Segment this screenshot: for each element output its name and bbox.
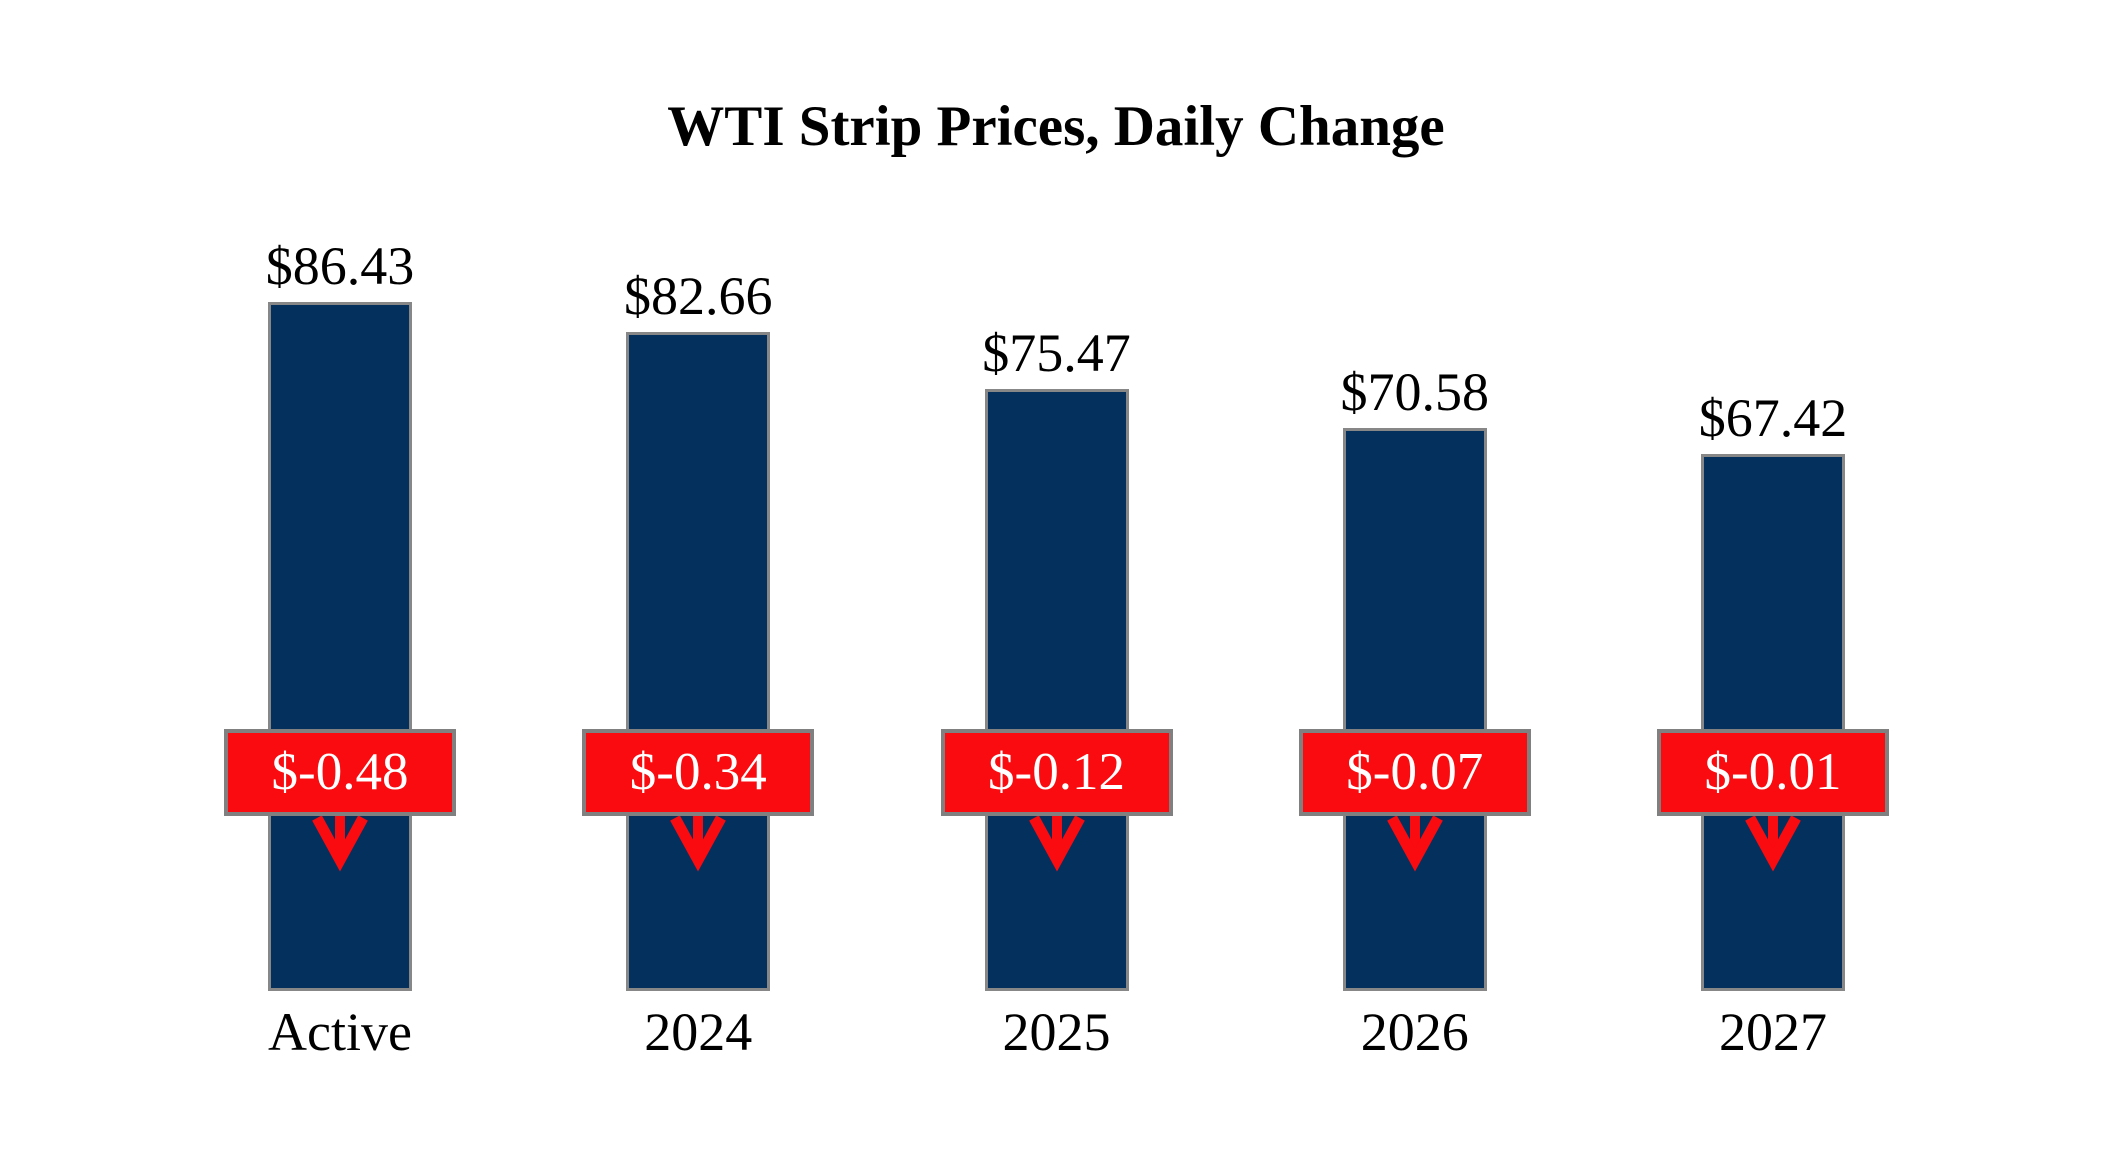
daily-change-box: $-0.34: [582, 729, 815, 816]
category-label: 2027: [1719, 1002, 1827, 1062]
strip-price-bar: [1342, 428, 1487, 991]
category-label: 2026: [1360, 1002, 1469, 1062]
daily-change-box: $-0.07: [1298, 729, 1531, 816]
strip-price-bar: [1701, 454, 1845, 991]
category-label: 2024: [644, 1002, 753, 1062]
strip-price-bar: [268, 302, 412, 991]
down-arrow-icon: [1028, 815, 1085, 874]
category-label: 2025: [1002, 1002, 1111, 1062]
price-label: $75.47: [982, 323, 1131, 383]
down-arrow-icon: [1386, 815, 1443, 874]
price-label: $67.42: [1698, 388, 1848, 448]
daily-change-box: $-0.01: [1657, 729, 1889, 816]
price-label: $70.58: [1340, 362, 1490, 422]
daily-change-box: $-0.48: [224, 729, 456, 816]
category-label: Active: [268, 1002, 412, 1062]
down-arrow-icon: [312, 815, 368, 874]
daily-change-box: $-0.12: [940, 729, 1173, 816]
price-label: $86.43: [265, 236, 415, 296]
down-arrow-icon: [1745, 815, 1801, 874]
strip-price-bar: [984, 389, 1129, 991]
strip-price-bar: [626, 332, 771, 991]
chart-title: WTI Strip Prices, Daily Change: [667, 95, 1445, 158]
down-arrow-icon: [670, 815, 727, 874]
price-label: $82.66: [624, 266, 773, 326]
